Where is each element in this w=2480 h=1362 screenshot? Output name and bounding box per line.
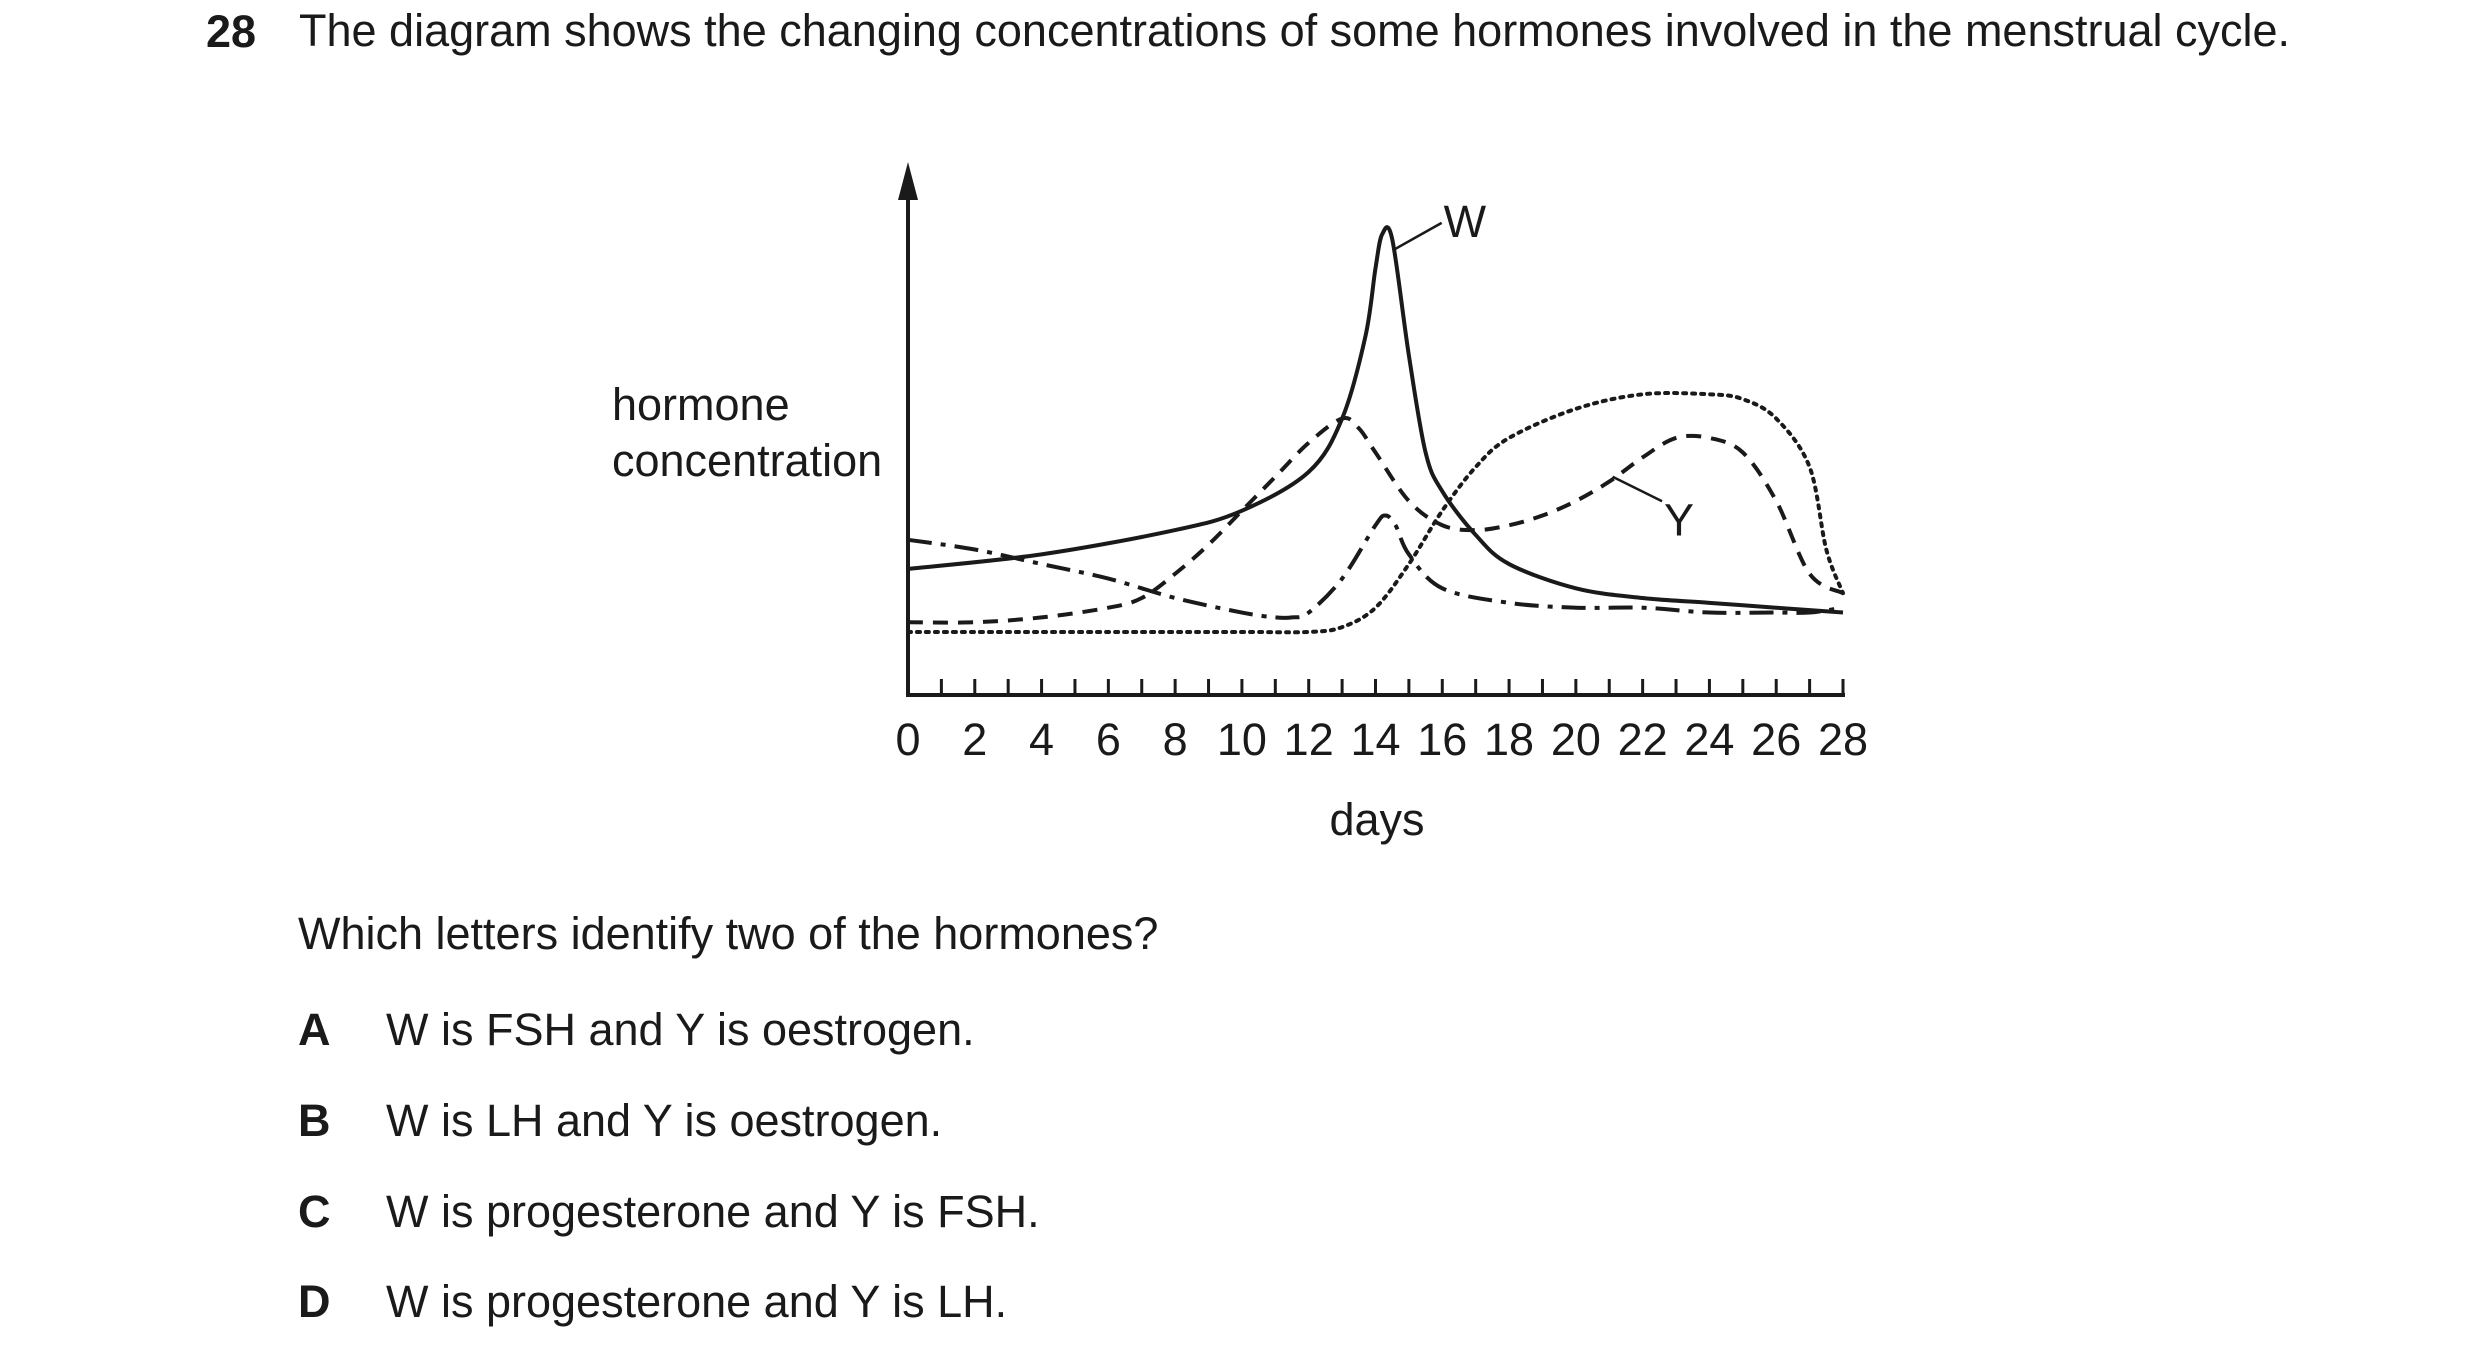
axis-layer bbox=[898, 162, 1845, 697]
option-b-text[interactable]: W is LH and Y is oestrogen. bbox=[386, 1095, 943, 1146]
x-tick-label: 8 bbox=[1163, 714, 1188, 765]
x-tick-label: 18 bbox=[1484, 714, 1534, 765]
option-c-letter[interactable]: C bbox=[298, 1186, 331, 1237]
x-tick-label: 10 bbox=[1217, 714, 1267, 765]
option-c-text[interactable]: W is progesterone and Y is FSH. bbox=[386, 1186, 1040, 1237]
y-axis-label-line-2: concentration bbox=[612, 435, 882, 486]
y-axis-label-line-1: hormone bbox=[612, 379, 790, 430]
x-tick-label: 4 bbox=[1029, 714, 1054, 765]
annotation-label-w: W bbox=[1444, 196, 1487, 247]
question-prompt: Which letters identify two of the hormon… bbox=[298, 908, 1159, 959]
annotation-label-y: Y bbox=[1664, 494, 1694, 545]
annotation-layer: WY bbox=[1394, 196, 1694, 545]
x-tick-label: 6 bbox=[1096, 714, 1121, 765]
option-d-letter[interactable]: D bbox=[298, 1276, 331, 1327]
option-a-letter[interactable]: A bbox=[298, 1004, 331, 1055]
annotation-leader bbox=[1394, 221, 1443, 250]
x-tick-label: 14 bbox=[1350, 714, 1400, 765]
question-number: 28 bbox=[206, 6, 257, 57]
x-axis-label: days bbox=[1329, 794, 1424, 845]
x-tick-label: 2 bbox=[962, 714, 987, 765]
series-layer bbox=[906, 225, 1845, 635]
series-line-dashed bbox=[907, 416, 1845, 625]
series-line-dotted bbox=[906, 391, 1845, 635]
option-a-text[interactable]: W is FSH and Y is oestrogen. bbox=[386, 1004, 975, 1055]
x-tick-label: 28 bbox=[1818, 714, 1868, 765]
option-b-letter[interactable]: B bbox=[298, 1095, 331, 1146]
question-stem: The diagram shows the changing concentra… bbox=[299, 5, 2291, 56]
x-tick-label: 26 bbox=[1751, 714, 1801, 765]
y-axis-arrowhead bbox=[898, 162, 918, 200]
annotation-leader bbox=[1612, 475, 1663, 503]
x-tick-label: 12 bbox=[1284, 714, 1334, 765]
series-line-solid bbox=[907, 225, 1844, 615]
x-tick-label: 16 bbox=[1417, 714, 1467, 765]
option-d-text[interactable]: W is progesterone and Y is LH. bbox=[386, 1276, 1008, 1327]
x-tick-label: 0 bbox=[895, 714, 920, 765]
series-line-dash-dot bbox=[907, 513, 1844, 621]
x-tick-layer: 0 2 4 6 8 10 12 14 16 18 20 22 24 26 28 bbox=[895, 679, 1868, 765]
x-tick-label: 24 bbox=[1684, 714, 1734, 765]
x-tick-label: 22 bbox=[1618, 714, 1668, 765]
x-tick-label: 20 bbox=[1551, 714, 1601, 765]
